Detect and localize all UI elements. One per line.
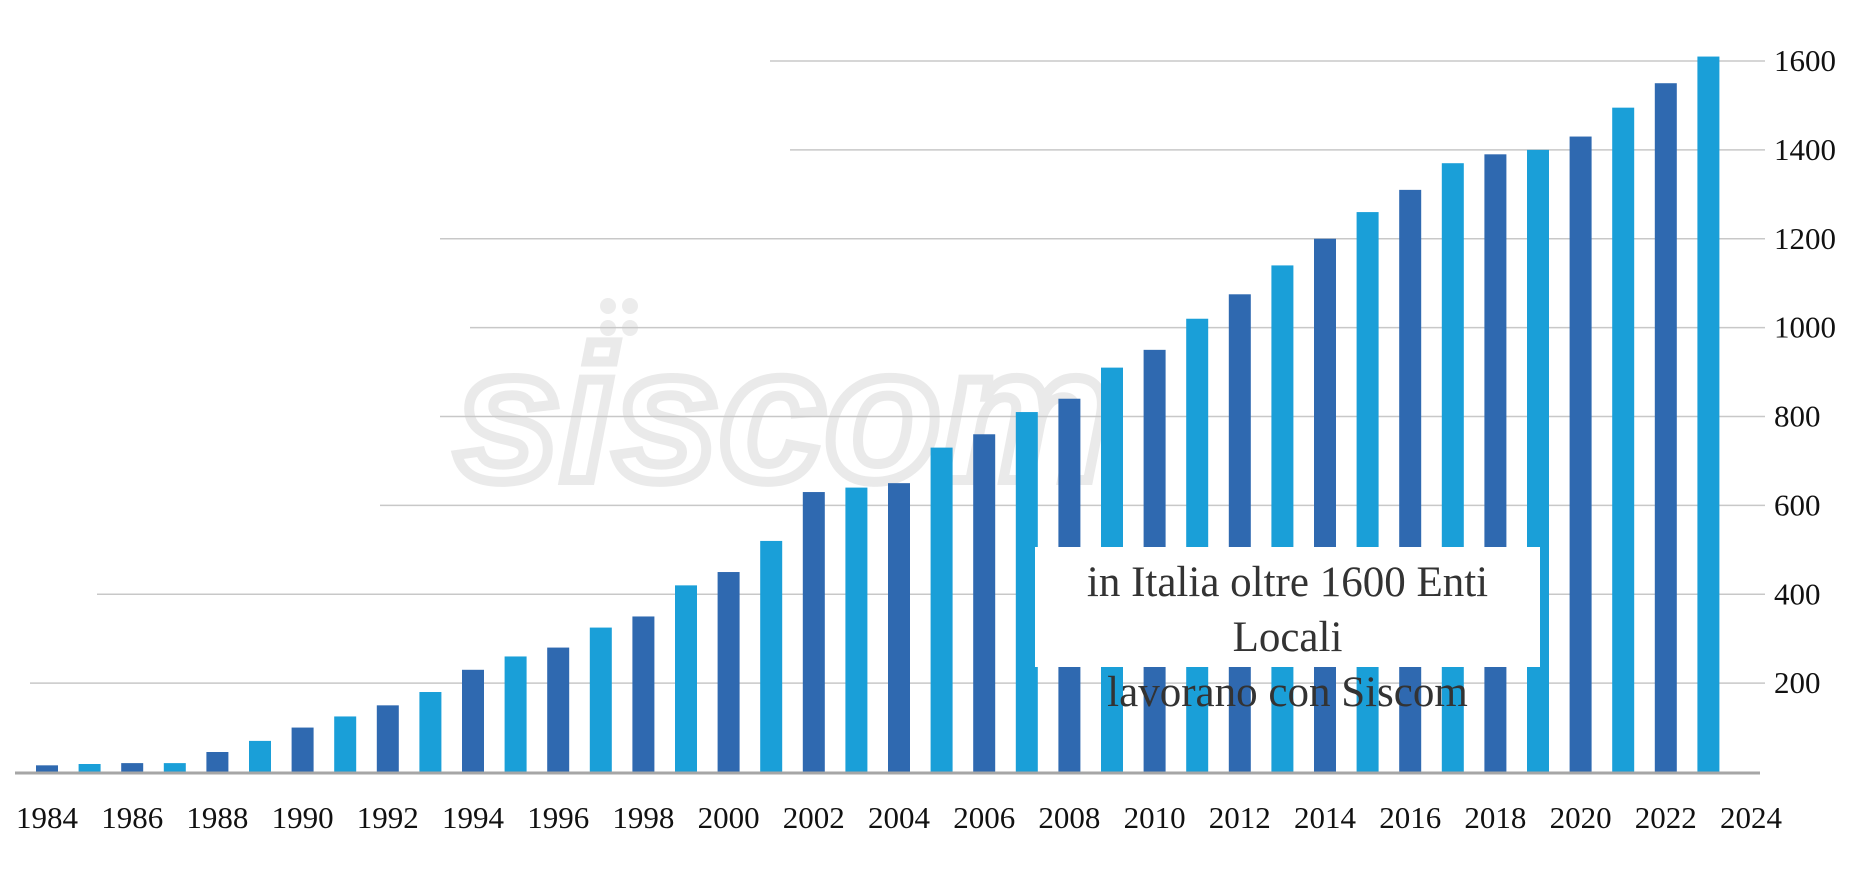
bar-1989 [249, 740, 271, 772]
annotation-line-2: lavorano con Siscom [1107, 669, 1468, 716]
watermark-text: siscom [455, 309, 1110, 521]
bar-1986 [121, 763, 144, 772]
x-tick-label: 2006 [953, 800, 1015, 835]
y-tick-label: 1000 [1774, 310, 1836, 345]
bar-2004 [888, 483, 910, 772]
y-tick-label: 1600 [1774, 43, 1836, 78]
x-tick-label: 1996 [527, 800, 589, 835]
x-tick-label: 1984 [16, 800, 79, 835]
y-tick-label: 600 [1774, 487, 1821, 522]
bar-1993 [419, 692, 442, 772]
x-tick-label: 1990 [272, 800, 334, 835]
bar-1996 [547, 647, 570, 772]
bar-2023 [1697, 56, 1720, 772]
x-tick-label: 2014 [1294, 800, 1357, 835]
x-tick-label: 2024 [1720, 800, 1783, 835]
x-tick-label: 2020 [1550, 800, 1612, 835]
bar-2005 [930, 447, 953, 772]
x-tick-label: 2010 [1124, 800, 1186, 835]
x-tick-label: 2022 [1635, 800, 1697, 835]
bar-1992 [376, 705, 399, 772]
bar-2003 [845, 487, 868, 772]
bar-1997 [589, 627, 612, 772]
bar-1987 [163, 763, 186, 772]
siscom-watermark-logo: siscom [450, 298, 1115, 526]
watermark-dot [622, 298, 638, 314]
y-tick-labels: 200 400 600 800 1000 1200 1400 1600 [1774, 43, 1836, 700]
annotation-line-1: in Italia oltre 1600 Enti Locali [1086, 559, 1489, 661]
x-tick-label: 1988 [186, 800, 248, 835]
x-tick-label: 2018 [1464, 800, 1526, 835]
y-tick-label: 200 [1774, 665, 1821, 700]
x-tick-labels: 1984 1986 1988 1990 1992 1994 1996 1998 2000 2002… [16, 800, 1783, 835]
bar-1990 [291, 727, 314, 772]
watermark-dot [600, 298, 616, 314]
annotation-box: in Italia oltre 1600 Enti Locali lavoran… [1035, 547, 1540, 716]
y-tick-label: 1400 [1774, 132, 1836, 167]
x-tick-label: 1986 [101, 800, 163, 835]
bar-2000 [717, 572, 740, 772]
x-tick-label: 1998 [612, 800, 674, 835]
bar-1985 [78, 764, 101, 772]
bar-1995 [504, 656, 527, 772]
x-tick-label: 2016 [1379, 800, 1441, 835]
bar-1999 [675, 585, 697, 772]
bar-1991 [334, 716, 357, 772]
bar-2021 [1612, 107, 1635, 773]
bar-2022 [1654, 83, 1677, 772]
x-tick-label: 2004 [868, 800, 931, 835]
bar-1998 [632, 616, 655, 772]
bar-2002 [802, 492, 825, 772]
bar-2007 [1015, 412, 1038, 772]
bar-2020 [1569, 136, 1592, 772]
bar-1988 [206, 752, 229, 772]
x-tick-label: 2002 [783, 800, 845, 835]
x-tick-label: 1994 [442, 800, 505, 835]
y-tick-label: 1200 [1774, 221, 1836, 256]
y-tick-label: 400 [1774, 576, 1821, 611]
x-tick-label: 1992 [357, 800, 419, 835]
x-tick-label: 2000 [698, 800, 760, 835]
x-tick-label: 2008 [1038, 800, 1100, 835]
y-tick-label: 800 [1774, 399, 1821, 434]
bar-2001 [760, 540, 783, 772]
bar-2006 [973, 434, 996, 772]
bar-1984 [36, 765, 58, 772]
x-tick-label: 2012 [1209, 800, 1271, 835]
bar-1994 [462, 669, 484, 772]
